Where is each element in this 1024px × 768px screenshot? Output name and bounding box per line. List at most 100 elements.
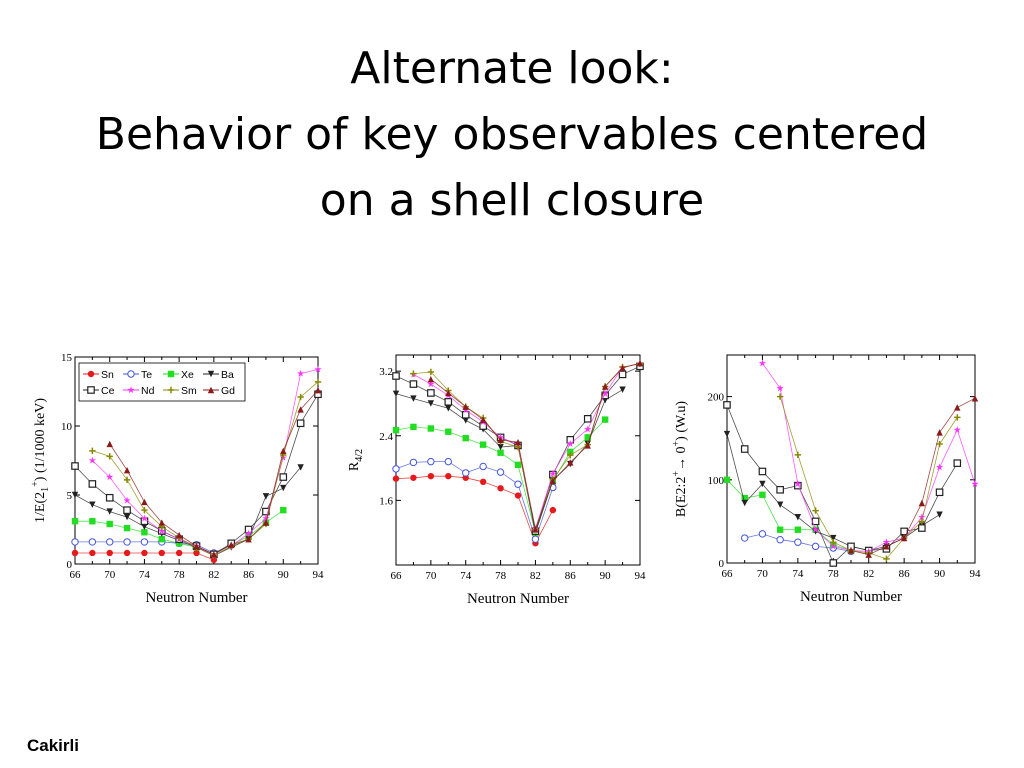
- legend-item-te: Te: [123, 369, 152, 381]
- data-point-sn: [445, 472, 452, 480]
- chart-energy-inverse: 66 70 74 78 82 86 90 94 0 5 10 15 Neutron Number 1/E(…: [30, 345, 330, 620]
- data-point-xe: [462, 434, 469, 442]
- data-point-xe: [584, 434, 591, 441]
- data-point-gd: [601, 383, 609, 390]
- x-tick-label: 94: [970, 568, 982, 580]
- data-point-ba: [410, 395, 417, 402]
- data-point-nd: [971, 480, 979, 488]
- data-point-sm: [89, 447, 96, 455]
- data-point-ce: [123, 506, 131, 514]
- legend-item-gd: Gd: [203, 385, 235, 397]
- data-point-te: [71, 538, 79, 546]
- y-axis-label: B(E2:2+→ 0+) (W.u): [671, 401, 689, 517]
- data-point-te: [106, 538, 114, 546]
- series-sm: [89, 378, 322, 559]
- data-point-ba: [462, 417, 469, 424]
- data-point-ce: [583, 415, 592, 423]
- data-point-sm: [141, 506, 148, 514]
- x-tick-label: 74: [139, 569, 151, 581]
- data-point-sn: [479, 478, 487, 486]
- x-tick-label: 70: [757, 568, 769, 580]
- x-axis-label: Neutron Number: [467, 591, 569, 607]
- data-point-gd: [514, 439, 522, 446]
- y-tick-label: 15: [61, 352, 73, 364]
- data-point-gd: [193, 542, 200, 550]
- data-point-gd: [175, 531, 183, 539]
- data-point-te: [514, 480, 522, 488]
- data-point-sn: [158, 549, 165, 557]
- data-point-te: [140, 538, 149, 546]
- data-point-sm: [776, 393, 784, 400]
- data-point-gd: [918, 499, 926, 507]
- y-tick-label: 1.6: [379, 495, 393, 507]
- data-point-gd: [636, 359, 644, 367]
- data-point-xe: [71, 518, 79, 525]
- data-point-sn: [106, 549, 113, 557]
- series-line-sm: [779, 396, 958, 560]
- data-point-xe: [479, 441, 487, 448]
- data-point-sm: [567, 451, 574, 459]
- data-point-ba: [392, 390, 400, 397]
- x-tick-label: 74: [460, 570, 472, 582]
- data-point-nd: [314, 365, 322, 373]
- data-point-sm: [410, 370, 417, 377]
- data-point-ce: [279, 473, 288, 481]
- data-point-gd: [619, 364, 626, 372]
- data-point-xe: [410, 423, 417, 431]
- data-point-gd: [280, 447, 287, 455]
- data-point-ba: [936, 511, 943, 518]
- data-point-sm: [106, 453, 113, 460]
- data-point-xe: [794, 526, 802, 533]
- data-point-xe: [601, 416, 609, 423]
- legend-marker: [87, 386, 95, 394]
- legend-label: Gd: [221, 385, 235, 397]
- series-nd: [409, 360, 644, 532]
- chart-r42: 66 70 74 78 82 86 90 94 1.6 2.4 3.2 Neutron Number R…: [340, 345, 650, 620]
- data-point-ce: [71, 462, 79, 470]
- data-point-gd: [314, 386, 322, 394]
- data-point-gd: [971, 395, 979, 402]
- data-point-nd: [584, 425, 592, 433]
- data-point-ba: [106, 508, 113, 515]
- data-point-gd: [865, 551, 872, 558]
- data-point-te: [427, 457, 435, 466]
- y-axis-label: R4/2: [347, 449, 365, 471]
- data-point-ce: [618, 370, 627, 379]
- chart-be2: 66 70 74 78 82 86 90 94 0 100 200 Neutron Number B(E…: [665, 345, 985, 620]
- y-tick-label: 5: [67, 490, 73, 502]
- data-point-ce: [723, 401, 731, 409]
- series-line-gd: [850, 397, 976, 556]
- data-point-ba: [497, 443, 504, 451]
- data-point-te: [758, 530, 767, 538]
- data-point-te: [741, 534, 749, 542]
- series-ce: [723, 401, 962, 567]
- data-point-nd: [427, 380, 435, 388]
- x-tick-label: 90: [934, 568, 946, 580]
- x-tick-label: 82: [863, 568, 874, 580]
- x-tick-label: 86: [243, 569, 255, 581]
- legend-item-sm: Sm: [163, 385, 197, 397]
- data-point-sm: [297, 393, 304, 401]
- data-point-gd: [228, 541, 235, 548]
- data-point-nd: [140, 514, 149, 522]
- data-point-nd: [549, 469, 557, 477]
- series-line-gd: [109, 389, 319, 555]
- data-point-xe: [514, 461, 522, 469]
- data-point-xe: [445, 428, 452, 435]
- x-tick-label: 66: [391, 570, 403, 582]
- data-point-nd: [758, 359, 767, 367]
- data-point-nd: [918, 513, 926, 521]
- x-tick-label: 82: [530, 570, 541, 582]
- legend-label: Te: [141, 369, 152, 381]
- data-point-gd: [900, 534, 908, 542]
- data-point-sn: [549, 506, 557, 514]
- x-tick-label: 90: [278, 569, 290, 581]
- data-point-gd: [106, 440, 113, 448]
- x-tick-label: 86: [899, 568, 911, 580]
- data-point-te: [479, 462, 487, 471]
- slide-title: Alternate look: Behavior of key observab…: [0, 36, 1024, 234]
- x-axis-label: Neutron Number: [145, 590, 247, 606]
- series-ce: [71, 390, 322, 559]
- data-point-gd: [262, 519, 270, 526]
- data-point-te: [88, 538, 97, 546]
